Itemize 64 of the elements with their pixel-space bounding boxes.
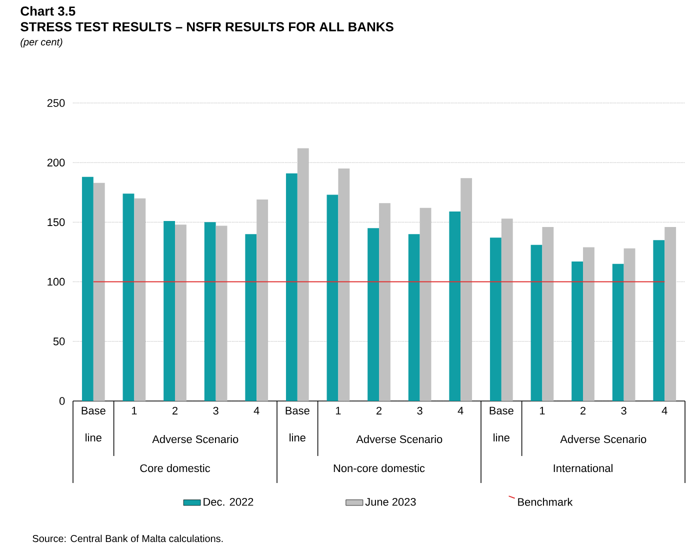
bar bbox=[583, 247, 594, 401]
x-tick-label: 4 bbox=[458, 406, 464, 414]
bar bbox=[216, 226, 228, 401]
text: Adverse Scenario bbox=[356, 435, 442, 444]
bar bbox=[530, 244, 542, 401]
text: Adverse Scenario bbox=[152, 435, 238, 444]
category-label: Base line bbox=[490, 406, 514, 442]
bar bbox=[542, 226, 554, 401]
x-tick-label: 3 bbox=[417, 406, 422, 415]
bar bbox=[653, 240, 665, 401]
legend-label: Benchmark bbox=[518, 498, 573, 506]
bar bbox=[420, 208, 432, 401]
y-tick-label: 200 bbox=[47, 158, 65, 166]
bar bbox=[449, 211, 461, 401]
y-tick-label: 150 bbox=[48, 218, 65, 226]
legend-label: June 2023 bbox=[365, 498, 416, 506]
x-tick-label: 4 bbox=[662, 406, 668, 414]
bar bbox=[286, 173, 298, 401]
bar bbox=[572, 262, 584, 401]
text: Non-core domestic bbox=[334, 464, 425, 472]
bar bbox=[501, 218, 513, 401]
x-tick-label: 2 bbox=[580, 406, 586, 414]
bar bbox=[297, 148, 309, 401]
y-tick-label: 100 bbox=[48, 278, 65, 286]
bar bbox=[408, 234, 420, 401]
text: International bbox=[554, 464, 612, 472]
bar bbox=[368, 228, 380, 401]
x-tick-label: 3 bbox=[621, 406, 626, 415]
bar bbox=[379, 203, 390, 401]
x-tick-label: 4 bbox=[254, 406, 260, 414]
bar bbox=[326, 194, 338, 401]
x-tick-label: 3 bbox=[213, 406, 218, 415]
bar bbox=[134, 198, 146, 401]
bar bbox=[624, 248, 636, 401]
x-tick-label: 2 bbox=[172, 406, 178, 414]
bar bbox=[256, 200, 268, 401]
category-label: Base line bbox=[82, 406, 106, 442]
legend-label: Dec. 2022 bbox=[204, 498, 254, 506]
bar bbox=[490, 238, 502, 401]
chart-subtitle: STRESS TEST RESULTS – NSFR RESULTS FOR ALL BANKS bbox=[20, 22, 394, 32]
text: Adverse Scenario bbox=[560, 435, 646, 444]
bar bbox=[460, 178, 472, 401]
y-tick-label: 0 bbox=[59, 397, 65, 405]
bar bbox=[338, 168, 350, 401]
bar bbox=[164, 220, 176, 401]
text: (per cent) bbox=[20, 38, 62, 48]
bar bbox=[612, 264, 624, 401]
bar bbox=[245, 234, 257, 401]
y-tick-label: 250 bbox=[47, 99, 65, 107]
source-note: Source: Central Bank of Malta calculations. bbox=[32, 534, 223, 542]
bar bbox=[122, 194, 134, 401]
category-label: Base line bbox=[286, 406, 310, 442]
bar bbox=[204, 222, 216, 401]
x-tick-label: 1 bbox=[540, 406, 545, 414]
x-tick-label: 1 bbox=[336, 406, 341, 414]
bar bbox=[93, 182, 105, 401]
chart-title: Chart 3.5 bbox=[20, 6, 76, 16]
x-tick-label: 2 bbox=[376, 406, 382, 414]
bar bbox=[82, 176, 94, 401]
y-tick-label: 50 bbox=[53, 338, 65, 346]
bar bbox=[175, 224, 186, 401]
text: Core domestic bbox=[140, 464, 210, 472]
x-tick-label: 1 bbox=[132, 406, 137, 414]
bar bbox=[664, 226, 676, 401]
